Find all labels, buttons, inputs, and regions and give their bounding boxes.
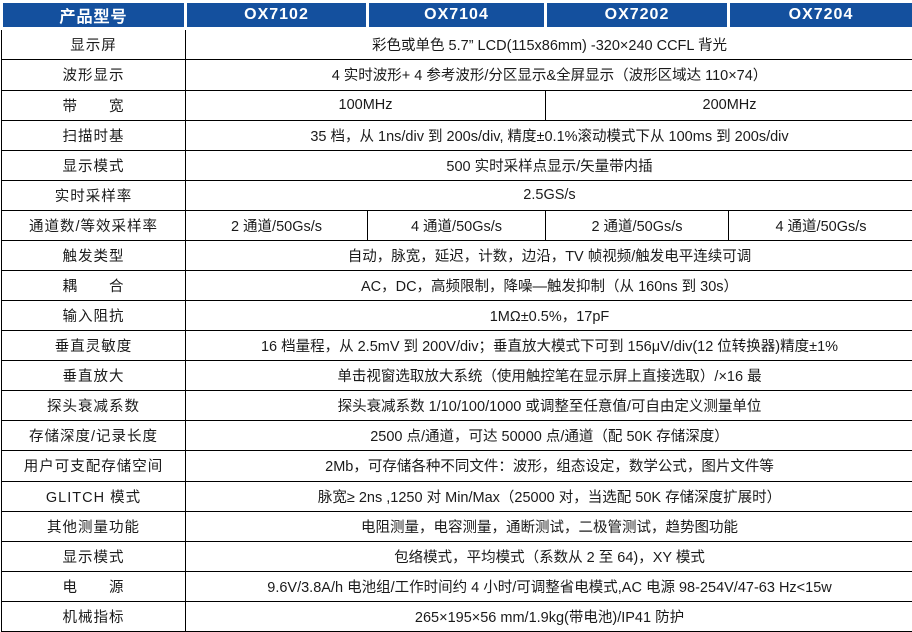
spec-value: 单击视窗选取放大系统（使用触控笔在显示屏上直接选取）/×16 最 (185, 360, 912, 392)
spec-value: 200MHz (545, 89, 912, 121)
spec-value: 500 实时采样点显示/矢量带内插 (185, 149, 912, 181)
row-label: 波形显示 (1, 59, 186, 91)
spec-row-realtime-sample-rate: 实时采样率 2.5GS/s (1, 179, 912, 211)
spec-value: AC，DC，高频限制，降噪—触发抑制（从 160ns 到 30s） (185, 269, 912, 302)
spec-value: 包络模式，平均模式（系数从 2 至 64)，XY 模式 (185, 540, 912, 572)
row-label: 触发类型 (1, 239, 186, 271)
spec-value: 35 档，从 1ns/div 到 200s/div, 精度±0.1%滚动模式下从… (185, 119, 912, 151)
spec-row-mechanical: 机械指标 265×195×56 mm/1.9kg(带电池)/IP41 防护 (1, 600, 912, 632)
spec-value: 2.5GS/s (185, 179, 912, 211)
spec-row-timebase: 扫描时基 35 档，从 1ns/div 到 200s/div, 精度±0.1%滚… (1, 119, 912, 151)
row-label: 机械指标 (1, 600, 186, 632)
spec-value: 265×195×56 mm/1.9kg(带电池)/IP41 防护 (185, 600, 912, 632)
spec-row-channels: 通道数/等效采样率 2 通道/50Gs/s 4 通道/50Gs/s 2 通道/5… (1, 209, 912, 241)
row-label: 实时采样率 (1, 179, 186, 211)
spec-row-user-storage: 用户可支配存储空间 2Mb，可存储各种不同文件：波形，组态设定，数学公式，图片文… (1, 450, 912, 482)
spec-value: 电阻测量，电容测量，通断测试，二极管测试，趋势图功能 (185, 510, 912, 542)
row-label: 存储深度/记录长度 (1, 420, 186, 452)
spec-value: 彩色或单色 5.7” LCD(115x86mm) -320×240 CCFL 背… (185, 27, 912, 61)
row-label: 显示模式 (1, 540, 186, 572)
spec-value: 100MHz (185, 89, 546, 121)
spec-value: 4 通道/50Gs/s (728, 209, 912, 241)
row-label: 用户可支配存储空间 (1, 450, 186, 482)
spec-value: 1MΩ±0.5%，17pF (185, 300, 912, 332)
row-label: 通道数/等效采样率 (1, 209, 186, 241)
spec-row-power: 电 源 9.6V/3.8A/h 电池组/工作时间约 4 小时/可调整省电模式,A… (1, 570, 912, 602)
row-label: 垂直灵敏度 (1, 330, 186, 362)
spec-row-bandwidth: 带 宽 100MHz 200MHz (1, 89, 912, 121)
spec-row-memory-depth: 存储深度/记录长度 2500 点/通道，可达 50000 点/通道（配 50K … (1, 420, 912, 452)
header-model-ox7104: OX7104 (366, 0, 547, 30)
spec-value: 探头衰减系数 1/10/100/1000 或调整至任意值/可自由定义测量单位 (185, 390, 912, 422)
spec-value: 2Mb，可存储各种不同文件：波形，组态设定，数学公式，图片文件等 (185, 450, 912, 482)
spec-row-vertical-zoom: 垂直放大 单击视窗选取放大系统（使用触控笔在显示屏上直接选取）/×16 最 (1, 360, 912, 392)
row-label: GLITCH 模式 (1, 480, 186, 512)
row-label: 显示模式 (1, 149, 186, 181)
row-label: 带 宽 (1, 89, 186, 121)
spec-value: 脉宽≥ 2ns ,1250 对 Min/Max（25000 对，当选配 50K … (185, 480, 912, 512)
spec-row-trigger-type: 触发类型 自动，脉宽，延迟，计数，边沿，TV 帧视频/触发电平连续可调 (1, 239, 912, 271)
spec-row-coupling: 耦 合 AC，DC，高频限制，降噪—触发抑制（从 160ns 到 30s） (1, 269, 912, 302)
header-model-ox7204: OX7204 (727, 0, 912, 30)
row-label: 扫描时基 (1, 119, 186, 151)
spec-value: 2500 点/通道，可达 50000 点/通道（配 50K 存储深度） (185, 420, 912, 452)
table-header-row: 产品型号 OX7102 OX7104 OX7202 OX7204 (0, 0, 912, 30)
spec-row-other-measurements: 其他测量功能 电阻测量，电容测量，通断测试，二极管测试，趋势图功能 (1, 510, 912, 542)
row-label: 耦 合 (1, 269, 186, 302)
spec-row-waveform-display: 波形显示 4 实时波形+ 4 参考波形/分区显示&全屏显示（波形区域达 110×… (1, 59, 912, 91)
spec-row-display: 显示屏 彩色或单色 5.7” LCD(115x86mm) -320×240 CC… (1, 27, 912, 61)
spec-row-vertical-sensitivity: 垂直灵敏度 16 档量程，从 2.5mV 到 200V/div；垂直放大模式下可… (1, 330, 912, 362)
spec-value: 2 通道/50Gs/s (185, 209, 368, 241)
spec-row-glitch-mode: GLITCH 模式 脉宽≥ 2ns ,1250 对 Min/Max（25000 … (1, 480, 912, 512)
spec-value: 4 通道/50Gs/s (367, 209, 546, 241)
row-label: 其他测量功能 (1, 510, 186, 542)
spec-row-input-impedance: 输入阻抗 1MΩ±0.5%，17pF (1, 300, 912, 332)
row-label: 输入阻抗 (1, 300, 186, 332)
header-model-ox7102: OX7102 (184, 0, 369, 30)
header-product-model-label: 产品型号 (0, 0, 187, 30)
row-label: 探头衰减系数 (1, 390, 186, 422)
row-label: 垂直放大 (1, 360, 186, 392)
row-label: 显示屏 (1, 27, 186, 61)
spec-value: 16 档量程，从 2.5mV 到 200V/div；垂直放大模式下可到 156μ… (185, 330, 912, 362)
spec-value: 2 通道/50Gs/s (545, 209, 729, 241)
spec-row-display-mode: 显示模式 500 实时采样点显示/矢量带内插 (1, 149, 912, 181)
spec-row-probe-attenuation: 探头衰减系数 探头衰减系数 1/10/100/1000 或调整至任意值/可自由定… (1, 390, 912, 422)
row-label: 电 源 (1, 570, 186, 602)
header-model-ox7202: OX7202 (544, 0, 730, 30)
spec-value: 9.6V/3.8A/h 电池组/工作时间约 4 小时/可调整省电模式,AC 电源… (185, 570, 912, 602)
spec-value: 自动，脉宽，延迟，计数，边沿，TV 帧视频/触发电平连续可调 (185, 239, 912, 271)
spec-value: 4 实时波形+ 4 参考波形/分区显示&全屏显示（波形区域达 110×74） (185, 59, 912, 91)
spec-row-acquisition-modes: 显示模式 包络模式，平均模式（系数从 2 至 64)，XY 模式 (1, 540, 912, 572)
